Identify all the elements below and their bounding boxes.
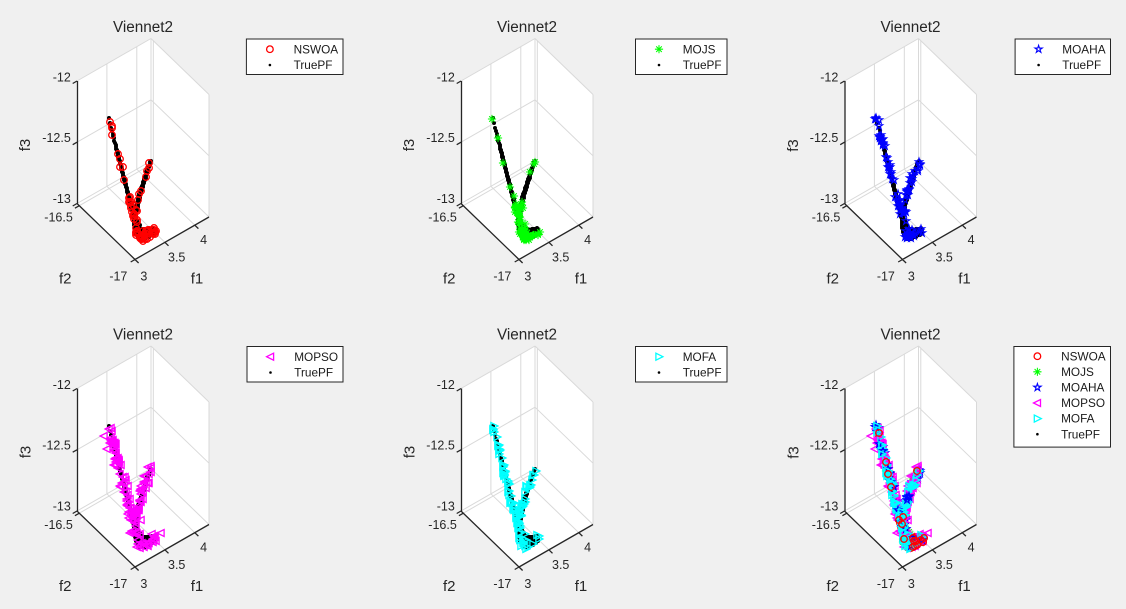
svg-text:f2: f2 <box>826 270 839 287</box>
svg-text:-17: -17 <box>493 577 511 591</box>
svg-text:3.5: 3.5 <box>936 251 953 265</box>
svg-text:Viennet2: Viennet2 <box>880 19 940 36</box>
svg-text:-16.5: -16.5 <box>428 518 457 532</box>
svg-text:-17: -17 <box>877 577 895 591</box>
svg-text:-13: -13 <box>53 192 71 206</box>
svg-text:f3: f3 <box>402 446 419 459</box>
svg-text:4: 4 <box>584 233 591 247</box>
svg-text:-16.5: -16.5 <box>812 210 841 224</box>
svg-text:3.5: 3.5 <box>168 251 185 265</box>
svg-text:TruePF: TruePF <box>294 58 333 72</box>
svg-text:TruePF: TruePF <box>1062 58 1101 72</box>
svg-text:4: 4 <box>968 541 975 555</box>
svg-text:-12: -12 <box>437 71 455 85</box>
svg-text:f1: f1 <box>191 270 204 287</box>
svg-text:TruePF: TruePF <box>683 366 722 380</box>
svg-text:3: 3 <box>140 270 147 284</box>
svg-text:-17: -17 <box>109 577 127 591</box>
svg-text:Viennet2: Viennet2 <box>113 327 173 344</box>
svg-text:-12.5: -12.5 <box>42 131 71 145</box>
svg-text:-17: -17 <box>493 269 511 283</box>
svg-text:MOJS: MOJS <box>1061 365 1094 379</box>
svg-text:MOPSO: MOPSO <box>294 350 338 364</box>
svg-text:MOAHA: MOAHA <box>1062 42 1105 56</box>
svg-text:3.5: 3.5 <box>552 558 569 572</box>
svg-text:f2: f2 <box>826 578 839 595</box>
svg-text:MOJS: MOJS <box>683 42 716 56</box>
svg-text:3.5: 3.5 <box>552 251 569 265</box>
svg-text:MOFA: MOFA <box>683 350 717 364</box>
svg-text:-16.5: -16.5 <box>44 518 73 532</box>
svg-text:-12.5: -12.5 <box>42 439 71 453</box>
svg-text:f1: f1 <box>191 578 204 595</box>
svg-text:4: 4 <box>584 541 591 555</box>
svg-text:TruePF: TruePF <box>294 366 333 380</box>
svg-text:Viennet2: Viennet2 <box>497 19 557 36</box>
svg-text:3: 3 <box>524 577 531 591</box>
svg-text:3: 3 <box>908 577 915 591</box>
svg-text:f2: f2 <box>443 270 456 287</box>
svg-text:Viennet2: Viennet2 <box>880 327 940 344</box>
svg-text:-17: -17 <box>109 269 127 283</box>
svg-text:-13: -13 <box>437 499 455 513</box>
svg-text:f2: f2 <box>59 270 72 287</box>
svg-text:3: 3 <box>140 577 147 591</box>
svg-text:f1: f1 <box>575 578 588 595</box>
svg-text:Viennet2: Viennet2 <box>113 19 173 36</box>
svg-text:-12.5: -12.5 <box>810 439 839 453</box>
svg-text:-13: -13 <box>820 192 838 206</box>
svg-text:-12: -12 <box>437 378 455 392</box>
svg-text:MOFA: MOFA <box>1061 412 1095 426</box>
svg-text:4: 4 <box>968 233 975 247</box>
svg-text:Viennet2: Viennet2 <box>497 327 557 344</box>
svg-text:-12: -12 <box>53 378 71 392</box>
svg-text:4: 4 <box>200 233 207 247</box>
svg-text:f1: f1 <box>958 578 971 595</box>
svg-text:NSWOA: NSWOA <box>294 42 339 56</box>
svg-text:3.5: 3.5 <box>168 558 185 572</box>
svg-text:NSWOA: NSWOA <box>1061 349 1106 363</box>
svg-text:f1: f1 <box>958 270 971 287</box>
svg-text:4: 4 <box>200 541 207 555</box>
svg-text:-13: -13 <box>820 499 838 513</box>
svg-text:3.5: 3.5 <box>936 558 953 572</box>
svg-text:-12.5: -12.5 <box>810 131 839 145</box>
svg-text:-12: -12 <box>820 71 838 85</box>
svg-text:-13: -13 <box>437 192 455 206</box>
svg-text:MOPSO: MOPSO <box>1061 396 1105 410</box>
svg-text:-12: -12 <box>53 71 71 85</box>
svg-text:-16.5: -16.5 <box>812 518 841 532</box>
svg-text:f1: f1 <box>575 270 588 287</box>
svg-text:-12.5: -12.5 <box>426 131 455 145</box>
svg-text:3: 3 <box>524 270 531 284</box>
svg-text:f3: f3 <box>401 139 418 152</box>
svg-text:-12: -12 <box>820 378 838 392</box>
svg-text:f2: f2 <box>443 578 456 595</box>
svg-text:MOAHA: MOAHA <box>1061 381 1104 395</box>
svg-text:-13: -13 <box>53 499 71 513</box>
svg-text:f3: f3 <box>18 446 35 459</box>
svg-text:f3: f3 <box>785 139 802 152</box>
svg-text:f3: f3 <box>17 139 34 152</box>
svg-text:-16.5: -16.5 <box>44 210 73 224</box>
svg-text:3: 3 <box>908 270 915 284</box>
svg-text:TruePF: TruePF <box>1061 427 1100 441</box>
svg-text:f2: f2 <box>59 578 72 595</box>
svg-text:f3: f3 <box>786 446 803 459</box>
svg-text:-12.5: -12.5 <box>426 439 455 453</box>
svg-text:TruePF: TruePF <box>683 58 722 72</box>
svg-text:-17: -17 <box>877 269 895 283</box>
svg-text:-16.5: -16.5 <box>428 210 457 224</box>
